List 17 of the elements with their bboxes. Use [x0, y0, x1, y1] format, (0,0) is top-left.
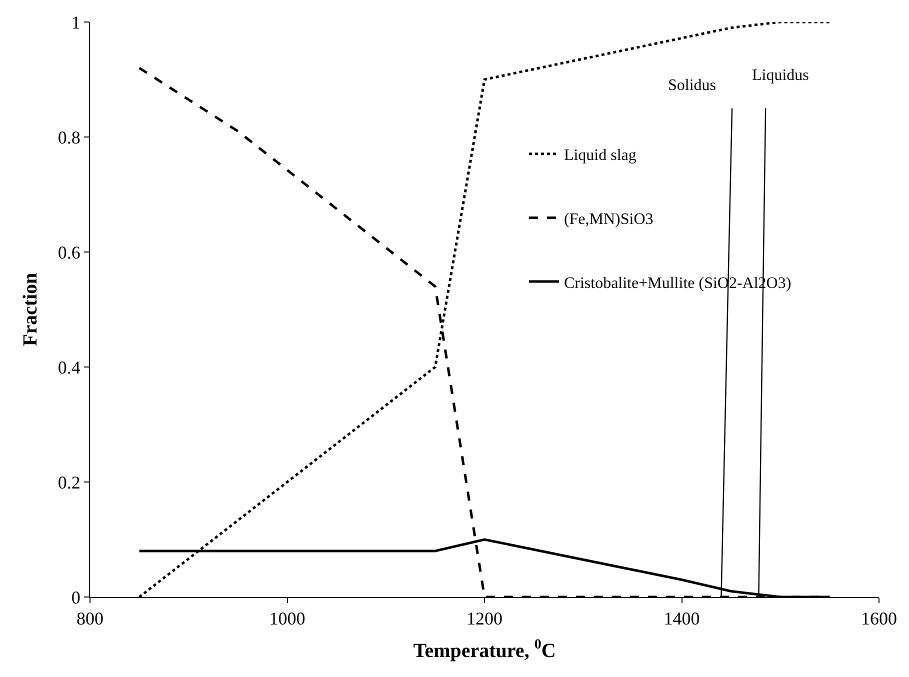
y-tick-label: 0.2 — [58, 472, 80, 492]
x-tick-label: 1600 — [861, 608, 897, 629]
y-tick-label: 0.4 — [58, 357, 80, 378]
x-tick-label: 800 — [76, 608, 104, 629]
y-tick-label: 0.8 — [58, 127, 80, 148]
y-tick-label: 0 — [71, 587, 80, 608]
y-tick-label: 1 — [71, 12, 80, 32]
legend-label: (Fe,MN)SiO3 — [564, 210, 654, 228]
annotation: Liquidus — [752, 67, 809, 84]
x-tick-label: 1400 — [664, 608, 700, 629]
x-tick-label: 1200 — [466, 608, 502, 629]
x-axis-title: Temperature, $^{0}$C — [413, 638, 556, 662]
annotation: Solidus — [668, 77, 716, 94]
x-tick-label: 1000 — [269, 608, 306, 629]
y-axis-title: Fraction — [19, 272, 42, 346]
legend-label: Liquid slag — [564, 147, 636, 164]
y-tick-label: 0.6 — [58, 242, 80, 262]
